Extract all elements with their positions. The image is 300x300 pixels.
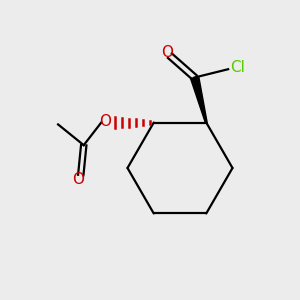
Text: O: O [99, 114, 111, 129]
Text: O: O [161, 45, 173, 60]
Polygon shape [190, 76, 207, 123]
Text: Cl: Cl [230, 60, 244, 75]
Text: O: O [72, 172, 84, 187]
